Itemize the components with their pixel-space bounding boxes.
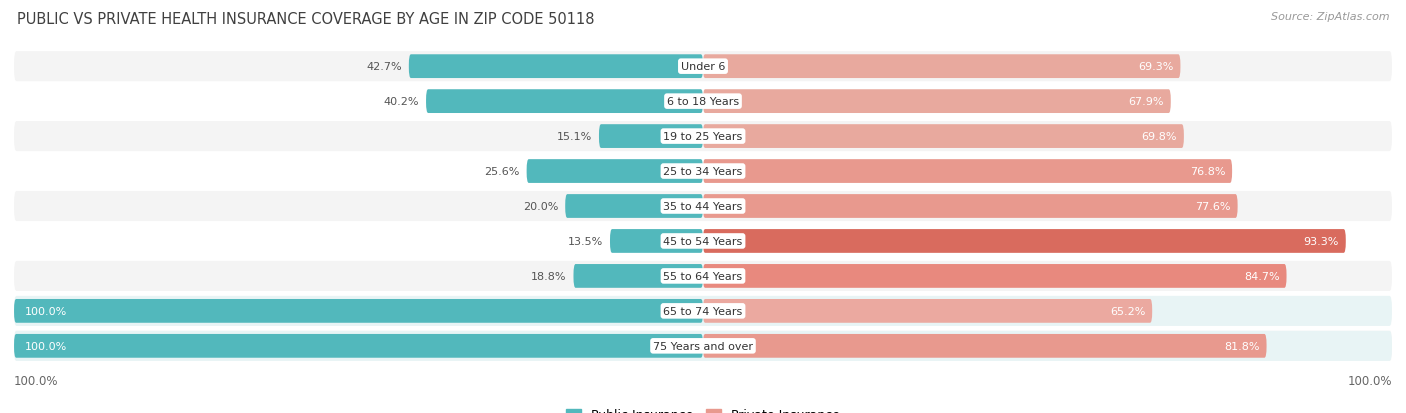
Text: 93.3%: 93.3% (1303, 236, 1339, 247)
Text: 35 to 44 Years: 35 to 44 Years (664, 202, 742, 211)
Text: 69.3%: 69.3% (1139, 62, 1174, 72)
FancyBboxPatch shape (703, 55, 1181, 79)
FancyBboxPatch shape (703, 125, 1184, 149)
FancyBboxPatch shape (14, 334, 703, 358)
Text: 67.9%: 67.9% (1129, 97, 1164, 107)
Legend: Public Insurance, Private Insurance: Public Insurance, Private Insurance (561, 404, 845, 413)
Text: Under 6: Under 6 (681, 62, 725, 72)
FancyBboxPatch shape (599, 125, 703, 149)
Text: 6 to 18 Years: 6 to 18 Years (666, 97, 740, 107)
FancyBboxPatch shape (14, 296, 1392, 326)
Text: 77.6%: 77.6% (1195, 202, 1230, 211)
Text: 81.8%: 81.8% (1225, 341, 1260, 351)
Text: PUBLIC VS PRIVATE HEALTH INSURANCE COVERAGE BY AGE IN ZIP CODE 50118: PUBLIC VS PRIVATE HEALTH INSURANCE COVER… (17, 12, 595, 27)
FancyBboxPatch shape (426, 90, 703, 114)
Text: 19 to 25 Years: 19 to 25 Years (664, 132, 742, 142)
FancyBboxPatch shape (610, 230, 703, 253)
FancyBboxPatch shape (527, 160, 703, 183)
Text: 25 to 34 Years: 25 to 34 Years (664, 166, 742, 177)
Text: 20.0%: 20.0% (523, 202, 558, 211)
FancyBboxPatch shape (14, 299, 703, 323)
Text: 76.8%: 76.8% (1189, 166, 1225, 177)
Text: 42.7%: 42.7% (367, 62, 402, 72)
FancyBboxPatch shape (14, 331, 1392, 361)
FancyBboxPatch shape (703, 334, 1267, 358)
Text: 45 to 54 Years: 45 to 54 Years (664, 236, 742, 247)
FancyBboxPatch shape (14, 122, 1392, 152)
FancyBboxPatch shape (703, 230, 1346, 253)
FancyBboxPatch shape (14, 87, 1392, 117)
FancyBboxPatch shape (703, 299, 1152, 323)
Text: 84.7%: 84.7% (1244, 271, 1279, 281)
FancyBboxPatch shape (14, 52, 1392, 82)
FancyBboxPatch shape (703, 264, 1286, 288)
Text: 25.6%: 25.6% (484, 166, 520, 177)
FancyBboxPatch shape (14, 226, 1392, 256)
Text: 18.8%: 18.8% (531, 271, 567, 281)
Text: 100.0%: 100.0% (1347, 374, 1392, 387)
Text: 100.0%: 100.0% (14, 374, 59, 387)
FancyBboxPatch shape (703, 90, 1171, 114)
Text: 65 to 74 Years: 65 to 74 Years (664, 306, 742, 316)
Text: 13.5%: 13.5% (568, 236, 603, 247)
FancyBboxPatch shape (14, 261, 1392, 291)
Text: 100.0%: 100.0% (24, 341, 66, 351)
FancyBboxPatch shape (409, 55, 703, 79)
Text: 40.2%: 40.2% (384, 97, 419, 107)
Text: 100.0%: 100.0% (24, 306, 66, 316)
Text: Source: ZipAtlas.com: Source: ZipAtlas.com (1271, 12, 1389, 22)
FancyBboxPatch shape (14, 157, 1392, 187)
Text: 75 Years and over: 75 Years and over (652, 341, 754, 351)
FancyBboxPatch shape (14, 331, 1392, 361)
FancyBboxPatch shape (14, 296, 1392, 326)
FancyBboxPatch shape (703, 195, 1237, 218)
Text: 55 to 64 Years: 55 to 64 Years (664, 271, 742, 281)
Text: 15.1%: 15.1% (557, 132, 592, 142)
FancyBboxPatch shape (703, 160, 1232, 183)
Text: 69.8%: 69.8% (1142, 132, 1177, 142)
FancyBboxPatch shape (574, 264, 703, 288)
Text: 65.2%: 65.2% (1109, 306, 1146, 316)
FancyBboxPatch shape (14, 192, 1392, 221)
FancyBboxPatch shape (565, 195, 703, 218)
